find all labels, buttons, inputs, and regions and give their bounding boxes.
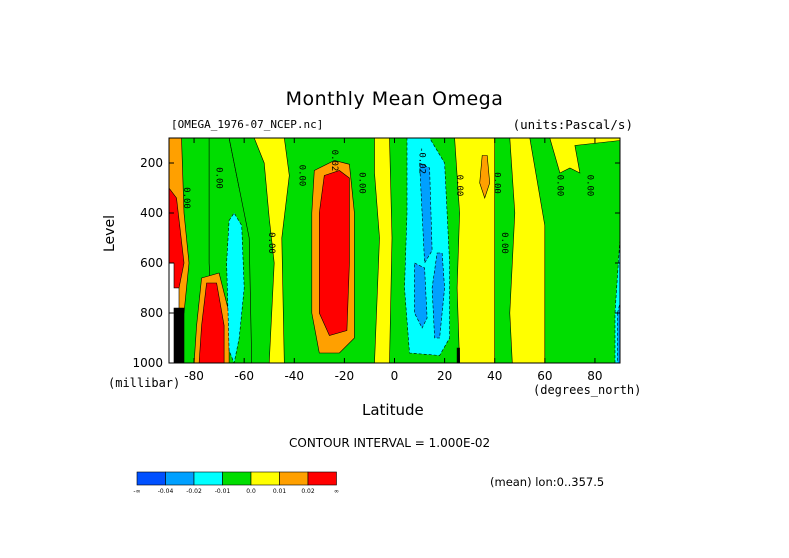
contour-region — [226, 212, 245, 363]
y-tick-label: 600 — [140, 256, 163, 270]
colorbar-swatch — [307, 471, 337, 486]
y-axis-unit: (millibar) — [108, 376, 181, 390]
contour-label: 0.00 — [266, 232, 276, 254]
contour-label: 0.00 — [499, 232, 509, 254]
contour-label: 0.00 — [356, 172, 366, 194]
x-tick-label: 80 — [587, 369, 602, 383]
contour-region — [431, 252, 445, 339]
y-tick-label: 800 — [140, 306, 163, 320]
y-tick-label: 1000 — [132, 356, 163, 370]
contour-region — [617, 302, 620, 363]
dataset-filename: [OMEGA_1976-07_NCEP.nc] — [171, 118, 324, 131]
x-tick-label: -40 — [284, 369, 304, 383]
contour-region — [173, 307, 185, 363]
contour-label: 0.00 — [554, 175, 564, 197]
contour-region — [479, 155, 491, 199]
colorbar-swatch — [136, 471, 166, 486]
contour-region — [228, 138, 275, 363]
colorbar-swatch — [222, 471, 252, 486]
x-tick-label: 20 — [437, 369, 452, 383]
x-tick-label: 0 — [391, 369, 399, 383]
colorbar-label: -0.04 — [158, 488, 174, 495]
contour-region — [419, 162, 433, 265]
contour-label: -0.02 — [417, 147, 427, 174]
colorbar-swatch — [279, 471, 309, 486]
contour-label: 0.00 — [181, 187, 191, 209]
x-tick-label: -80 — [184, 369, 204, 383]
contour-region — [318, 170, 350, 336]
colorbar-label: 0.0 — [246, 488, 256, 495]
contour-region — [414, 262, 428, 329]
x-tick-label: -20 — [335, 369, 355, 383]
contour-label: 0.00 — [296, 165, 306, 187]
x-tick-label: -60 — [234, 369, 254, 383]
contour-region — [198, 282, 225, 363]
contour-interval-text: CONTOUR INTERVAL = 1.000E-02 — [289, 436, 491, 450]
contour-label: 0.00 — [214, 167, 224, 189]
x-axis-label: Latitude — [362, 401, 424, 419]
contour-region — [529, 138, 620, 363]
colorbar-label: ∞ — [334, 488, 339, 495]
contour-region — [494, 138, 516, 363]
x-tick-label: 40 — [487, 369, 502, 383]
contour-label: 0.00 — [584, 175, 594, 197]
contour-label: 0.00 — [454, 175, 464, 197]
colorbar-label: 0.01 — [273, 488, 287, 495]
colorbar-label: -∞ — [133, 488, 140, 495]
contour-label: 0.02 — [329, 150, 339, 172]
colorbar-swatch — [250, 471, 280, 486]
colorbar-label: -0.01 — [215, 488, 231, 495]
y-tick-label: 200 — [140, 156, 163, 170]
chart-title: Monthly Mean Omega — [285, 88, 504, 110]
y-tick-label: 400 — [140, 206, 163, 220]
contour-region — [456, 347, 460, 363]
colorbar-swatch — [165, 471, 195, 486]
colorbar-swatch — [193, 471, 223, 486]
colorbar-label: 0.02 — [301, 488, 315, 495]
plot-area — [169, 138, 620, 363]
colorbar-label: -0.02 — [186, 488, 202, 495]
x-tick-label: 60 — [537, 369, 552, 383]
longitude-annotation: (mean) lon:0..357.5 — [490, 475, 605, 489]
contour-label: 0.00 — [492, 172, 502, 194]
units-label: (units:Pascal/s) — [512, 117, 633, 132]
x-axis-unit: (degrees_north) — [533, 383, 642, 397]
